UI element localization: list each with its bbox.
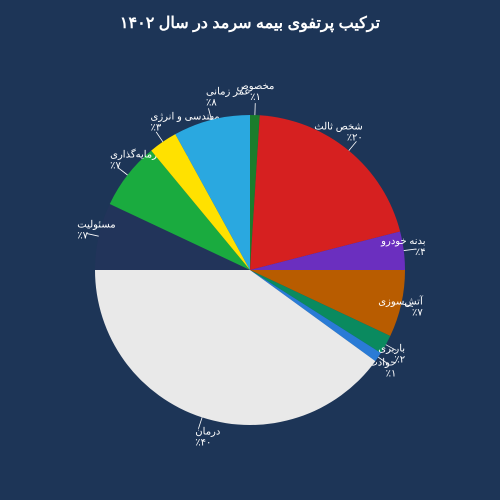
chart-title: ترکیب پرتفوی بیمه سرمد در سال ۱۴۰۲ bbox=[120, 15, 381, 33]
pie-chart: ترکیب پرتفوی بیمه سرمد در سال ۱۴۰۲مخصوص٪… bbox=[0, 0, 500, 500]
